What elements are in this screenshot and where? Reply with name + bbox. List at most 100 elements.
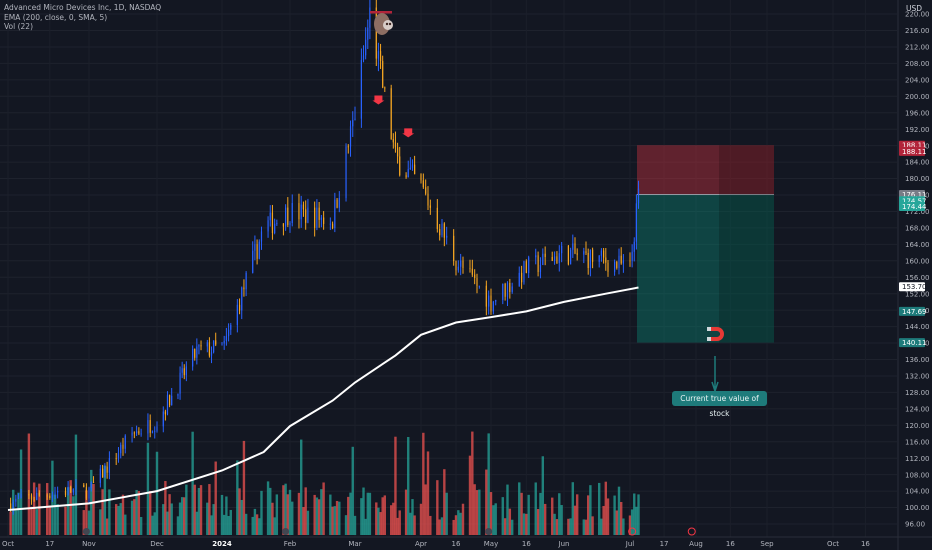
candle-body [553, 256, 556, 261]
candle-body [384, 87, 386, 89]
candle-body [238, 304, 241, 311]
x-tick-label: May [484, 540, 498, 548]
volume-bar [155, 451, 159, 535]
candle-body [439, 229, 441, 236]
volume-bar [14, 510, 18, 535]
candle-body [122, 444, 124, 449]
y-tick-label: 124.00 [905, 405, 930, 413]
candle-body [600, 250, 602, 256]
y-tick-label: 108.00 [905, 471, 930, 479]
sloth-eye [388, 22, 392, 26]
volume-bar [360, 498, 363, 535]
candle-body [336, 199, 338, 208]
candle-body [471, 268, 473, 275]
x-tick-label: Jun [558, 540, 570, 548]
candle-body [12, 501, 14, 511]
candle-body [462, 260, 464, 268]
candle-body [518, 272, 520, 287]
symbol-label[interactable]: Advanced Micro Devices Inc, 1D, NASDAQ [4, 3, 162, 12]
candle-body [399, 156, 401, 176]
time-axis[interactable]: Oct 17 Nov Dec 2024 Feb Mar Apr 16 May 16 Jun Jul 17 A… [0, 536, 932, 548]
volume-bar [419, 503, 423, 535]
volume-bar [253, 508, 257, 535]
short-position-box[interactable] [637, 145, 774, 343]
candle-body [236, 304, 238, 325]
candle-body [394, 142, 397, 148]
candle-body [291, 203, 293, 224]
volume-bar [212, 504, 215, 535]
candle-body [525, 261, 527, 273]
candle-body [492, 301, 494, 312]
volume-bars [9, 431, 640, 535]
candle-body [561, 245, 563, 254]
volume-bar [438, 519, 441, 535]
ema-line [7, 286, 639, 511]
candle-body [92, 482, 95, 483]
volume-bar [487, 433, 490, 535]
candle-body [411, 164, 414, 168]
candle-body [379, 51, 382, 62]
volume-bar [475, 490, 479, 535]
volume-bar [494, 503, 497, 535]
event-markers [82, 11, 724, 536]
volume-bar [335, 500, 339, 535]
candle-body [362, 55, 365, 60]
volume-bar [242, 440, 246, 535]
magnet-tip [707, 337, 711, 341]
candle-body [162, 411, 164, 427]
candle-body [67, 486, 69, 495]
candle-body [521, 272, 523, 283]
volume-bar [183, 497, 186, 535]
volume-label[interactable]: Vol (22) [4, 22, 34, 31]
ema-label[interactable]: EMA (200, close, 0, SMA, 5) [4, 12, 108, 22]
volume-bar [338, 501, 341, 535]
volume-bar [117, 505, 120, 535]
volume-bar [269, 487, 272, 535]
candle-body [607, 262, 609, 272]
y-tick-label: 220.00 [905, 11, 930, 19]
candle-body [85, 487, 87, 499]
volume-bar [210, 515, 213, 535]
volume-bar [258, 518, 261, 535]
candle-body [589, 249, 591, 269]
candle-body [422, 180, 424, 188]
volume-bar [377, 507, 380, 535]
chart-legend: Advanced Micro Devices Inc, 1D, NASDAQ E… [4, 3, 161, 32]
candle-body [629, 260, 631, 262]
candle-body [360, 59, 362, 119]
candle-body [598, 255, 600, 262]
stop-zone [637, 145, 774, 195]
volume-bar [266, 481, 270, 535]
price-axis[interactable]: 96.00 100.00 104.00 108.00 112.00 116.00 120.0… [897, 0, 930, 550]
volume-bar [166, 511, 169, 535]
volume-bar [426, 451, 430, 535]
volume-bar [135, 489, 138, 535]
candle-body [36, 492, 38, 500]
candle-body [495, 299, 497, 302]
volume-bar [440, 517, 444, 535]
volume-bar [260, 490, 263, 535]
volume-bar [604, 481, 607, 535]
candle-body [168, 395, 171, 406]
currency-label[interactable]: USD [906, 4, 923, 13]
volume-bar [66, 487, 70, 535]
volume-bar [115, 504, 118, 535]
volume-bar [101, 489, 104, 535]
volume-bar [520, 492, 523, 535]
volume-bar [146, 442, 150, 535]
volume-bar [551, 497, 554, 535]
y-tick-label: 208.00 [905, 60, 930, 68]
annotation-callout[interactable]: Current true value of stock [672, 391, 767, 418]
candle-body [108, 458, 110, 473]
candle-body [390, 88, 392, 140]
volume-bar [170, 503, 173, 535]
candle-body [616, 261, 618, 268]
volume-bar [457, 510, 460, 535]
candle-body [49, 495, 51, 499]
volume-bar [284, 483, 287, 535]
volume-bar [501, 497, 504, 535]
candle-body [365, 39, 367, 56]
candle-body [490, 295, 492, 312]
volume-bar [539, 492, 542, 535]
